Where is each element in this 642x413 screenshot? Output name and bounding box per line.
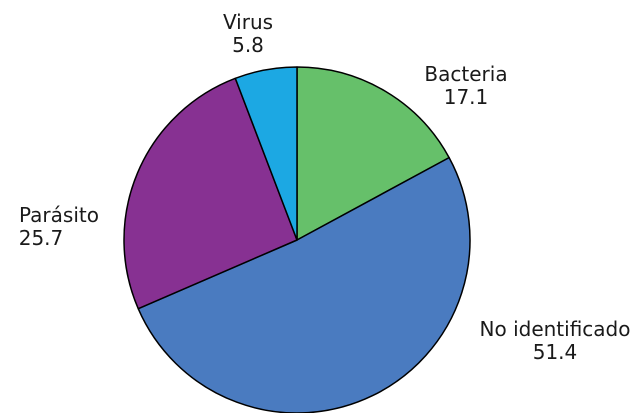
slice-value-bacteria: 17.1	[444, 85, 489, 109]
slice-label-bacteria: Bacteria	[424, 62, 507, 86]
pie-slice-virus	[234, 66, 298, 241]
slice-value-no-identificado: 51.4	[533, 340, 578, 364]
slice-label-virus: Virus	[223, 10, 273, 34]
slice-value-parasito: 25.7	[19, 226, 64, 250]
slice-label-no-identificado: No identificado	[480, 317, 631, 341]
pie-slice-no-identificado	[137, 156, 471, 413]
pie-slice-bacteria	[296, 66, 450, 241]
slice-label-parasito: Parásito	[19, 203, 99, 227]
pie-slice-parasito	[123, 77, 298, 310]
pie-slices	[123, 66, 471, 413]
slice-value-virus: 5.8	[232, 33, 264, 57]
pie-labels: Bacteria 17.1 No identificado 51.4 Parás…	[19, 10, 631, 364]
